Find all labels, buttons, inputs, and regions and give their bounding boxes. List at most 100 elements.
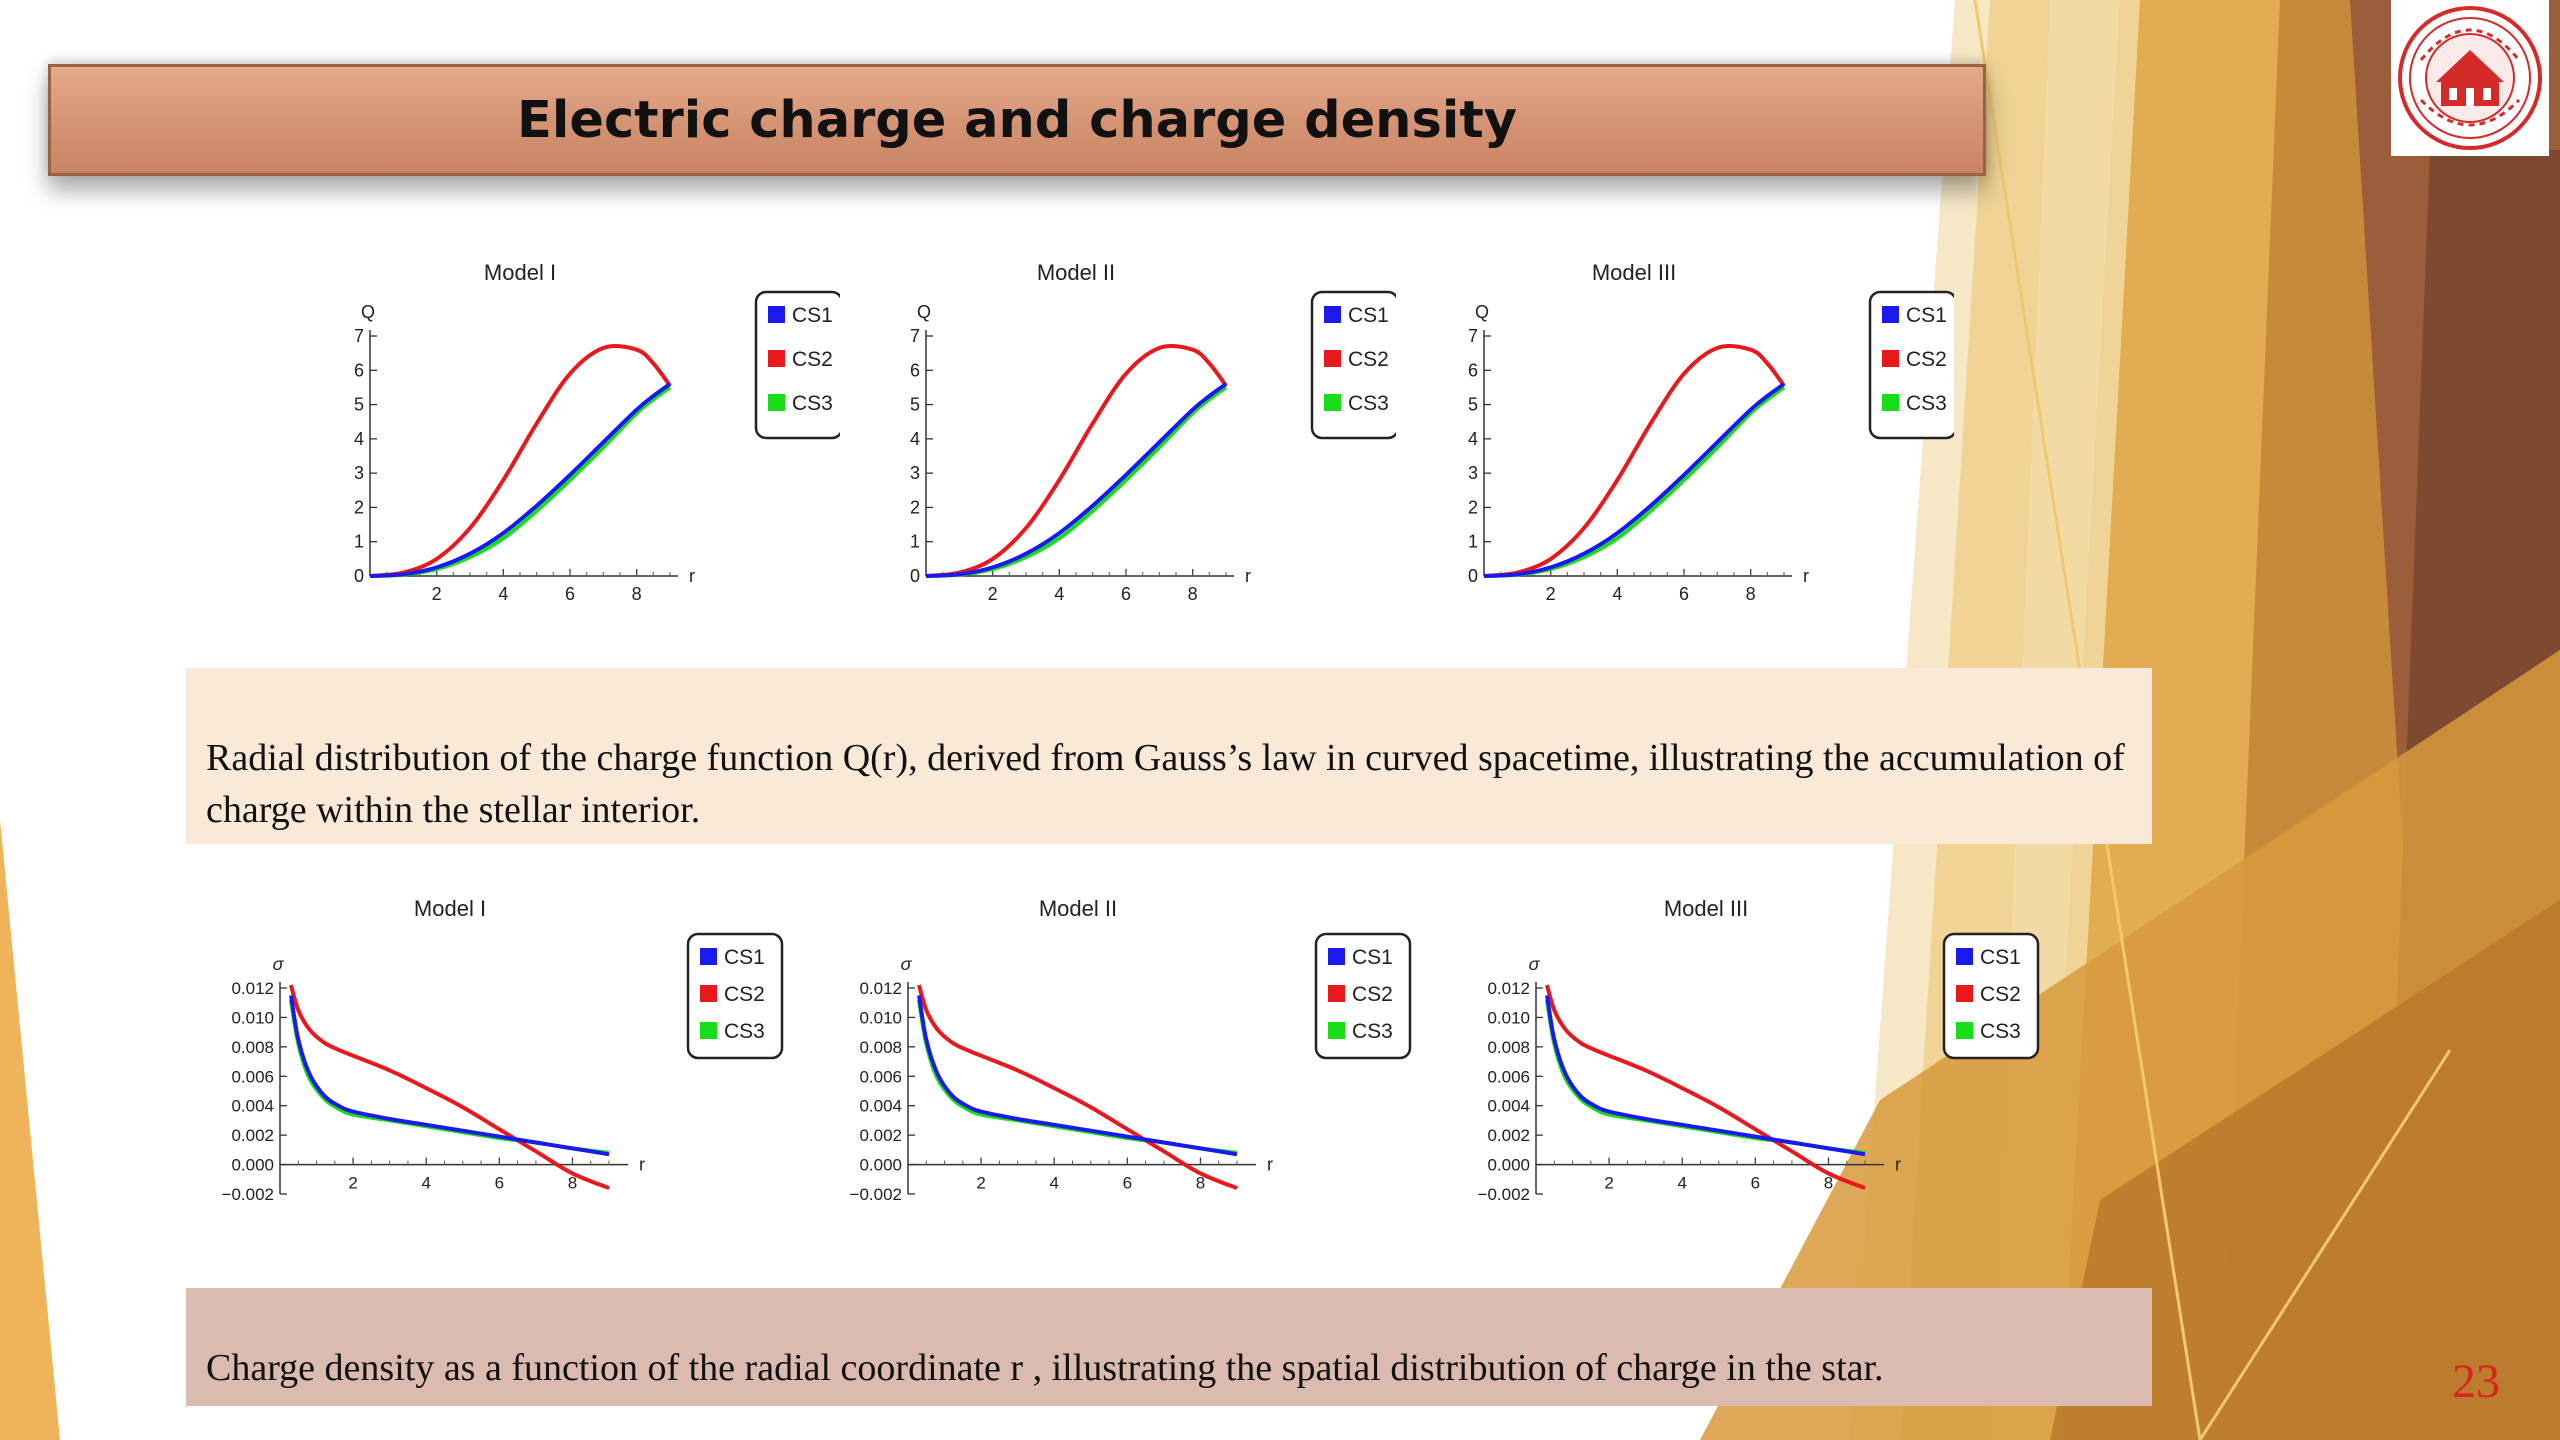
legend-label-cs2: CS2 <box>1352 983 1393 1006</box>
y-tick-label: −0.002 <box>850 1185 902 1204</box>
legend-swatch-cs1 <box>1324 306 1341 323</box>
y-tick-label: 4 <box>1468 429 1478 449</box>
y-axis-label: Q <box>361 302 375 322</box>
series-line-cs2 <box>1483 344 1786 578</box>
university-logo <box>2391 0 2549 156</box>
x-tick-label: 2 <box>432 584 442 604</box>
legend-label-cs3: CS3 <box>1980 1020 2021 1043</box>
legend-label-cs3: CS3 <box>1906 392 1947 415</box>
x-tick-label: 6 <box>565 584 575 604</box>
x-tick-label: 8 <box>1188 584 1198 604</box>
y-tick-label: 0 <box>354 566 364 586</box>
x-tick-label: 4 <box>1678 1174 1687 1193</box>
y-axis-label: σ <box>901 954 913 974</box>
x-tick-label: 2 <box>348 1174 357 1193</box>
legend-swatch-cs3 <box>1328 1022 1345 1039</box>
x-tick-label: 4 <box>1612 584 1622 604</box>
x-tick-label: 8 <box>632 584 642 604</box>
x-tick-label: 6 <box>1751 1174 1760 1193</box>
y-tick-label: 2 <box>910 497 920 517</box>
x-axis-label: r <box>1245 566 1251 586</box>
y-tick-label: 0.012 <box>1487 979 1530 998</box>
series-line-cs2 <box>289 984 610 1190</box>
density-chart-model-1: Model I σ r 2 4 6 8 −0.002 0.000 0.002 0.004 0.006 0… <box>222 896 784 1204</box>
legend-swatch-cs3 <box>1956 1022 1973 1039</box>
page-number: 23 <box>2452 1355 2500 1408</box>
x-tick-label: 8 <box>1196 1174 1205 1193</box>
chart-title: Model III <box>1592 260 1676 285</box>
legend-swatch-cs2 <box>1328 985 1345 1002</box>
series-line-cs2 <box>925 344 1228 578</box>
legend-swatch-cs1 <box>1956 948 1973 965</box>
series-line-cs2 <box>917 984 1238 1190</box>
legend-label-cs3: CS3 <box>1352 1020 1393 1043</box>
density-chart-model-3: Model III σ r 2 4 6 8 −0.002 0.000 0.002 0.004 0.00… <box>1478 896 2040 1204</box>
legend-label-cs2: CS2 <box>1906 348 1947 371</box>
legend-swatch-cs3 <box>1324 394 1341 411</box>
series-line-cs3 <box>925 385 1228 578</box>
x-tick-label: 6 <box>1123 1174 1132 1193</box>
x-axis-label: r <box>1803 566 1809 586</box>
chart-title: Model II <box>1037 260 1115 285</box>
legend-label-cs1: CS1 <box>724 946 765 969</box>
y-tick-label: 2 <box>354 497 364 517</box>
y-axis-label: σ <box>1529 954 1541 974</box>
y-tick-label: 0 <box>910 566 920 586</box>
x-tick-label: 6 <box>495 1174 504 1193</box>
series-line-cs1 <box>917 995 1238 1157</box>
y-tick-label: 5 <box>910 395 920 415</box>
y-tick-label: 4 <box>354 429 364 449</box>
y-tick-label: 7 <box>1468 326 1478 346</box>
caption-charge-function-text: Radial distribution of the charge functi… <box>206 737 2125 831</box>
legend-swatch-cs3 <box>1882 394 1899 411</box>
y-tick-label: 0.006 <box>231 1067 274 1086</box>
y-tick-label: 5 <box>1468 395 1478 415</box>
legend-swatch-cs1 <box>700 948 717 965</box>
slide-title-bar: Electric charge and charge density <box>48 64 1986 176</box>
y-axis-label: Q <box>917 302 931 322</box>
legend-swatch-cs2 <box>1956 985 1973 1002</box>
chart-title: Model III <box>1664 896 1748 921</box>
legend-swatch-cs3 <box>768 394 785 411</box>
y-tick-label: 6 <box>910 360 920 380</box>
y-tick-label: 0.012 <box>231 979 274 998</box>
legend-label-cs2: CS2 <box>1348 348 1389 371</box>
series-line-cs2 <box>369 344 672 578</box>
y-tick-label: 6 <box>1468 360 1478 380</box>
x-tick-label: 2 <box>976 1174 985 1193</box>
y-axis-label: σ <box>273 954 285 974</box>
chart-title: Model II <box>1039 896 1117 921</box>
series-line-cs1 <box>925 382 1228 578</box>
y-tick-label: 0.012 <box>859 979 902 998</box>
caption-charge-density: Charge density as a function of the radi… <box>186 1288 2152 1406</box>
legend-swatch-cs1 <box>768 306 785 323</box>
y-tick-label: 7 <box>910 326 920 346</box>
y-tick-label: 0.010 <box>231 1008 274 1027</box>
legend-label-cs1: CS1 <box>1348 304 1389 327</box>
y-tick-label: 3 <box>910 463 920 483</box>
y-tick-label: 2 <box>1468 497 1478 517</box>
legend-label-cs2: CS2 <box>792 348 833 371</box>
y-tick-label: 1 <box>354 532 364 552</box>
slide-title: Electric charge and charge density <box>517 90 1517 150</box>
y-tick-label: 1 <box>1468 532 1478 552</box>
legend-label-cs3: CS3 <box>792 392 833 415</box>
y-tick-label: −0.002 <box>222 1185 274 1204</box>
y-tick-label: 0.006 <box>1487 1067 1530 1086</box>
y-tick-label: 0.002 <box>859 1126 902 1145</box>
x-axis-label: r <box>689 566 695 586</box>
x-tick-label: 4 <box>422 1174 431 1193</box>
y-tick-label: 0.002 <box>1487 1126 1530 1145</box>
legend-swatch-cs2 <box>700 985 717 1002</box>
series-line-cs2 <box>1545 984 1866 1190</box>
x-tick-label: 8 <box>1824 1174 1833 1193</box>
x-tick-label: 2 <box>1546 584 1556 604</box>
legend-label-cs3: CS3 <box>1348 392 1389 415</box>
y-tick-label: 0.010 <box>1487 1008 1530 1027</box>
series-line-cs1 <box>289 995 610 1157</box>
chart-title: Model I <box>484 260 556 285</box>
x-axis-label: r <box>1267 1155 1273 1175</box>
series-line-cs1 <box>369 382 672 578</box>
series-line-cs3 <box>369 385 672 578</box>
y-tick-label: 0.000 <box>1487 1156 1530 1175</box>
